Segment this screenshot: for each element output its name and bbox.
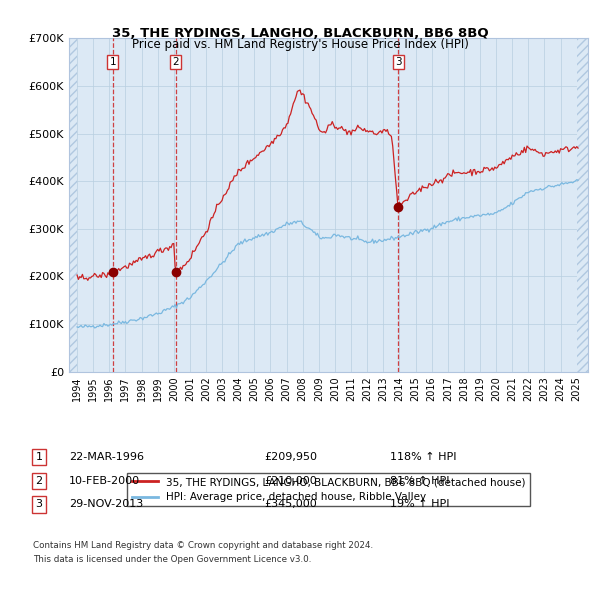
Text: 3: 3 (35, 500, 43, 509)
Text: 1: 1 (110, 57, 116, 67)
Text: 2: 2 (172, 57, 179, 67)
Text: £210,000: £210,000 (264, 476, 317, 486)
Text: 2: 2 (35, 476, 43, 486)
Text: 22-MAR-1996: 22-MAR-1996 (69, 453, 144, 462)
Text: 3: 3 (395, 57, 401, 67)
Text: 10-FEB-2000: 10-FEB-2000 (69, 476, 140, 486)
Text: Price paid vs. HM Land Registry's House Price Index (HPI): Price paid vs. HM Land Registry's House … (131, 38, 469, 51)
Text: £345,000: £345,000 (264, 500, 317, 509)
Text: 35, THE RYDINGS, LANGHO, BLACKBURN, BB6 8BQ: 35, THE RYDINGS, LANGHO, BLACKBURN, BB6 … (112, 27, 488, 40)
Bar (577, 38, 588, 372)
Text: 1: 1 (35, 453, 43, 462)
Legend: 35, THE RYDINGS, LANGHO, BLACKBURN, BB6 8BQ (detached house), HPI: Average price: 35, THE RYDINGS, LANGHO, BLACKBURN, BB6 … (127, 473, 530, 506)
Text: This data is licensed under the Open Government Licence v3.0.: This data is licensed under the Open Gov… (33, 555, 311, 564)
Text: 19% ↑ HPI: 19% ↑ HPI (390, 500, 449, 509)
Text: 81% ↑ HPI: 81% ↑ HPI (390, 476, 449, 486)
Text: 118% ↑ HPI: 118% ↑ HPI (390, 453, 457, 462)
Bar (69, 38, 77, 372)
Text: Contains HM Land Registry data © Crown copyright and database right 2024.: Contains HM Land Registry data © Crown c… (33, 541, 373, 550)
Text: £209,950: £209,950 (264, 453, 317, 462)
Text: 29-NOV-2013: 29-NOV-2013 (69, 500, 143, 509)
